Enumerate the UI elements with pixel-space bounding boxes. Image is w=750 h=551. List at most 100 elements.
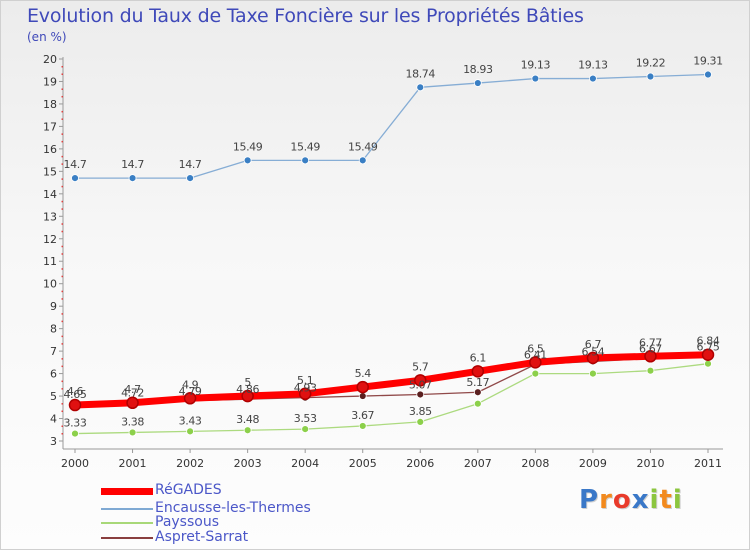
x-tick-label: 2011	[694, 457, 722, 470]
series-point	[71, 174, 79, 182]
data-label: 15.49	[348, 140, 378, 153]
x-tick-label: 2006	[406, 457, 434, 470]
series-point	[301, 425, 310, 433]
data-label: 4.72	[121, 386, 144, 399]
data-label: 4.6	[67, 385, 84, 398]
y-minor-tick	[61, 298, 63, 300]
legend-swatch-regades	[101, 488, 153, 495]
data-label: 5	[244, 376, 251, 389]
y-minor-tick	[61, 313, 63, 315]
x-tick-label: 2008	[521, 457, 549, 470]
y-minor-tick	[61, 245, 63, 248]
series-line	[74, 73, 709, 179]
series-point	[126, 396, 139, 410]
y-tick-label: 3	[50, 435, 57, 448]
series-point	[241, 389, 254, 403]
logo-letter: i	[672, 485, 683, 515]
data-label: 6.54	[581, 345, 604, 358]
series-point	[416, 417, 425, 426]
data-label: 6.1	[470, 351, 486, 364]
y-minor-tick	[61, 253, 63, 255]
data-label: 6.77	[639, 336, 662, 349]
y-tick-label: 6	[50, 368, 57, 381]
data-label: 18.93	[463, 63, 493, 76]
y-minor-tick	[61, 118, 63, 120]
y-minor-tick	[61, 88, 63, 90]
series-point	[531, 369, 540, 378]
series-point	[473, 388, 482, 397]
legend-swatch-payssous	[101, 522, 153, 524]
data-label: 5.4	[355, 367, 372, 380]
y-minor-tick	[61, 410, 63, 413]
series-point	[586, 351, 600, 365]
data-label: 4.93	[294, 382, 317, 395]
y-minor-tick	[61, 343, 63, 345]
data-label: 6.5	[527, 342, 544, 355]
y-minor-tick	[61, 425, 63, 428]
y-tick-label: 5	[50, 390, 57, 403]
y-tick-label: 14	[43, 188, 57, 201]
y-minor-tick	[61, 178, 63, 180]
data-label: 3.53	[294, 412, 317, 425]
legend-item-payssous: Payssous	[101, 514, 361, 531]
x-tick-label: 2000	[61, 457, 89, 470]
x-tick-label: 2007	[464, 457, 492, 470]
data-label: 19.13	[578, 59, 608, 72]
series-point	[646, 366, 655, 375]
series-point	[68, 398, 82, 412]
chart-subtitle: (en %)	[27, 30, 67, 44]
proxiti-logo: Proxiti	[579, 485, 683, 515]
data-label: 6.67	[639, 343, 662, 356]
data-label: 19.22	[636, 57, 666, 70]
y-minor-tick	[61, 380, 63, 383]
series-point	[186, 427, 194, 436]
data-label: 3.67	[351, 409, 374, 422]
series-point	[646, 72, 655, 81]
data-label: 18.74	[406, 67, 436, 80]
series-point	[589, 74, 597, 83]
series-point	[358, 422, 367, 430]
y-tick-label: 11	[43, 255, 57, 268]
series-point	[473, 79, 482, 87]
legend-swatch-encausse	[101, 508, 153, 510]
y-minor-tick	[61, 268, 63, 270]
series-point	[473, 399, 482, 408]
series-point	[704, 359, 712, 368]
y-minor-tick	[61, 365, 63, 368]
y-tick-label: 12	[43, 233, 57, 246]
data-label: 5.17	[466, 376, 489, 389]
x-tick-label: 2003	[234, 457, 262, 470]
y-tick-label: 20	[43, 53, 57, 66]
y-tick-label: 19	[43, 75, 57, 88]
logo-letter: x	[631, 485, 650, 515]
data-label: 4.9	[182, 378, 199, 391]
data-label: 3.43	[179, 414, 202, 427]
x-tick-label: 2005	[349, 457, 377, 470]
data-label: 3.38	[121, 415, 144, 428]
series-point	[243, 156, 252, 165]
x-tick-label: 2004	[291, 457, 319, 470]
legend-label-payssous: Payssous	[155, 514, 219, 530]
legend-item-encausse: Encausse-les-Thermes	[101, 500, 361, 517]
y-tick-label: 10	[43, 278, 57, 291]
series-point	[128, 428, 137, 437]
y-tick-label: 4	[50, 413, 57, 426]
legend-swatch-aspret-sarrat	[101, 537, 153, 539]
legend-item-regades: RéGADES	[101, 482, 361, 499]
y-tick-label: 16	[43, 143, 57, 156]
x-tick-label: 2002	[176, 457, 204, 470]
series-point	[414, 374, 427, 387]
y-tick-label: 17	[43, 120, 57, 133]
logo-letter: t	[659, 485, 673, 515]
y-tick-label: 9	[50, 300, 57, 313]
series-point	[128, 174, 137, 182]
series-point	[416, 83, 425, 92]
chart-title: Evolution du Taux de Taxe Foncière sur l…	[27, 5, 584, 27]
y-minor-tick	[61, 95, 63, 98]
legend-item-aspret-sarrat: Aspret-Sarrat	[101, 529, 361, 546]
data-label: 14.7	[64, 158, 87, 171]
data-label: 6.75	[697, 341, 720, 354]
y-minor-tick	[61, 133, 63, 135]
